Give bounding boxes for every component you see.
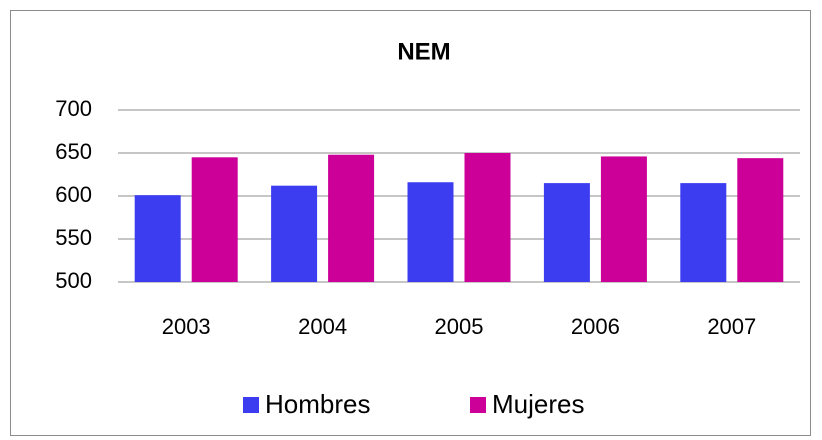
x-tick-label: 2003 [162, 314, 211, 339]
bar [134, 195, 181, 282]
bar [464, 153, 511, 282]
x-tick-label: 2004 [298, 314, 347, 339]
legend-label: Mujeres [492, 389, 584, 419]
bar [328, 154, 375, 282]
bar [191, 157, 238, 282]
x-tick-label: 2007 [707, 314, 756, 339]
y-tick-label: 700 [55, 96, 92, 121]
bar [407, 182, 454, 282]
bar [543, 183, 590, 282]
y-tick-label: 600 [55, 182, 92, 207]
chart-title: NEM [397, 38, 450, 65]
bar [600, 156, 647, 282]
bar [737, 158, 784, 282]
bar [680, 183, 727, 282]
legend-swatch [243, 397, 259, 413]
y-tick-label: 650 [55, 139, 92, 164]
bar [271, 185, 318, 282]
x-tick-label: 2006 [571, 314, 620, 339]
y-tick-label: 500 [55, 268, 92, 293]
x-tick-label: 2005 [435, 314, 484, 339]
legend-swatch [470, 397, 486, 413]
legend-label: Hombres [265, 389, 370, 419]
y-tick-label: 550 [55, 225, 92, 250]
